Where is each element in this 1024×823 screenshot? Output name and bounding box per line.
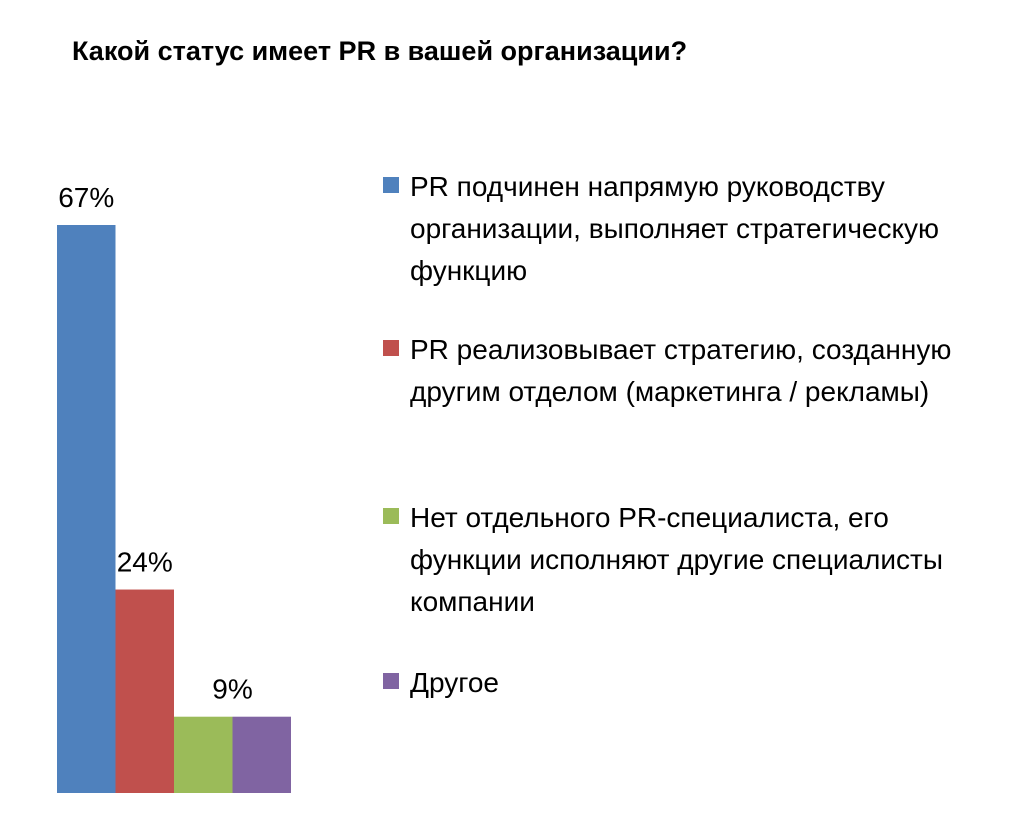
legend-swatch (383, 340, 399, 356)
legend-item-4: Другое (383, 662, 1000, 704)
data-label-2: 24% (117, 547, 173, 578)
bar-4 (232, 716, 291, 793)
legend-item-2: PR реализовывает стратегию, созданную др… (383, 329, 1000, 413)
legend-label: Другое (410, 667, 499, 698)
legend-item-1: PR подчинен напрямую руководству организ… (383, 166, 1000, 292)
bar-3 (174, 716, 233, 793)
legend-label: PR подчинен напрямую руководству организ… (410, 171, 940, 286)
data-label-1: 67% (58, 182, 114, 213)
legend-item-3: Нет отдельного PR-специалиста, его функц… (383, 497, 1000, 623)
legend-swatch (383, 177, 399, 193)
data-label-3: 9% (212, 674, 252, 705)
legend-swatch (383, 673, 399, 689)
bar-2 (115, 589, 174, 793)
chart-title: Какой статус имеет PR в вашей организаци… (72, 36, 688, 66)
legend-label: PR реализовывает стратегию, созданную др… (410, 334, 952, 407)
legend-label: Нет отдельного PR-специалиста, его функц… (410, 502, 943, 617)
bar-chart: 67% 24% 9% (57, 182, 291, 793)
bar-1 (57, 225, 116, 793)
legend-swatch (383, 508, 399, 524)
